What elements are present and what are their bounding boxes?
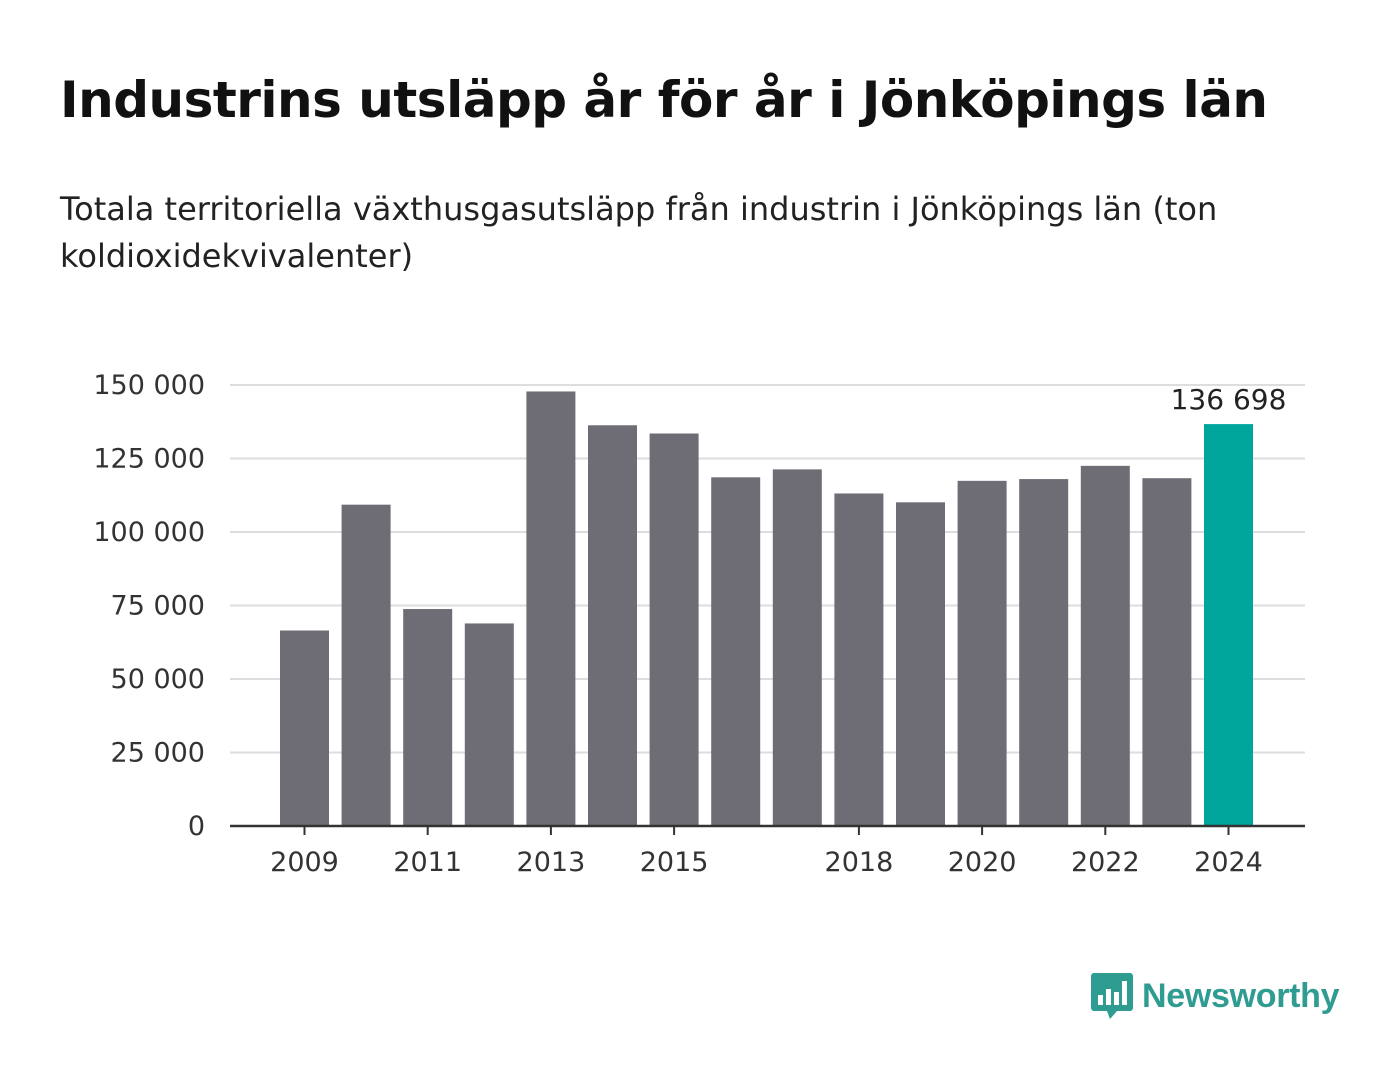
y-tick-label: 100 000 (93, 517, 205, 548)
bar-2023 (1142, 478, 1192, 826)
x-tick-label: 2009 (270, 847, 339, 878)
bar-2019 (896, 502, 945, 826)
bar-2017 (772, 469, 822, 826)
bar-2024 (1204, 424, 1253, 826)
y-tick-label: 125 000 (93, 444, 205, 475)
y-tick-label: 75 000 (111, 591, 205, 622)
bar-2021 (1019, 479, 1069, 826)
bar-2009 (280, 630, 329, 826)
data-label: 136 698 (1171, 383, 1287, 416)
chart-title: Industrins utsläpp år för år i Jönköping… (60, 71, 1268, 129)
x-tick-label: 2022 (1071, 847, 1140, 878)
bar-2020 (957, 480, 1007, 826)
bar-2022 (1080, 465, 1130, 826)
x-tick-label: 2011 (393, 847, 462, 878)
bar-2011 (403, 609, 453, 826)
x-tick-label: 2018 (825, 847, 894, 878)
y-tick-label: 50 000 (111, 664, 205, 695)
y-tick-label: 150 000 (93, 370, 205, 401)
chart-subtitle: Totala territoriella växthusgasutsläpp f… (60, 190, 1218, 275)
bar-2015 (649, 433, 699, 826)
x-axis-ticks: 2009 2011 2013 2015 2018 2020 2022 2024 (270, 826, 1263, 878)
bar-2016 (711, 477, 761, 826)
bar-chart: 0 25 000 50 000 75 000 100 000 125 000 150 000… (93, 370, 1305, 878)
y-tick-label: 25 000 (111, 738, 205, 769)
bar-2012 (464, 623, 514, 826)
bar-2013 (526, 391, 576, 826)
x-tick-label: 2013 (517, 847, 586, 878)
newsworthy-logo: Newsworthy (1090, 970, 1340, 1022)
bar-2014 (588, 425, 637, 826)
bar-2010 (341, 504, 391, 826)
y-axis-ticks: 0 25 000 50 000 75 000 100 000 125 000 150 000 (93, 370, 205, 842)
x-tick-label: 2020 (948, 847, 1017, 878)
bar-chart-speech-bubble-icon (1091, 973, 1133, 1019)
logo-text: Newsworthy (1142, 976, 1340, 1015)
data-labels: 136 698 (1171, 383, 1287, 416)
x-tick-label: 2015 (640, 847, 709, 878)
x-tick-label: 2024 (1194, 847, 1263, 878)
bar-2018 (834, 493, 884, 826)
y-tick-label: 0 (188, 811, 205, 842)
bars (280, 391, 1253, 826)
